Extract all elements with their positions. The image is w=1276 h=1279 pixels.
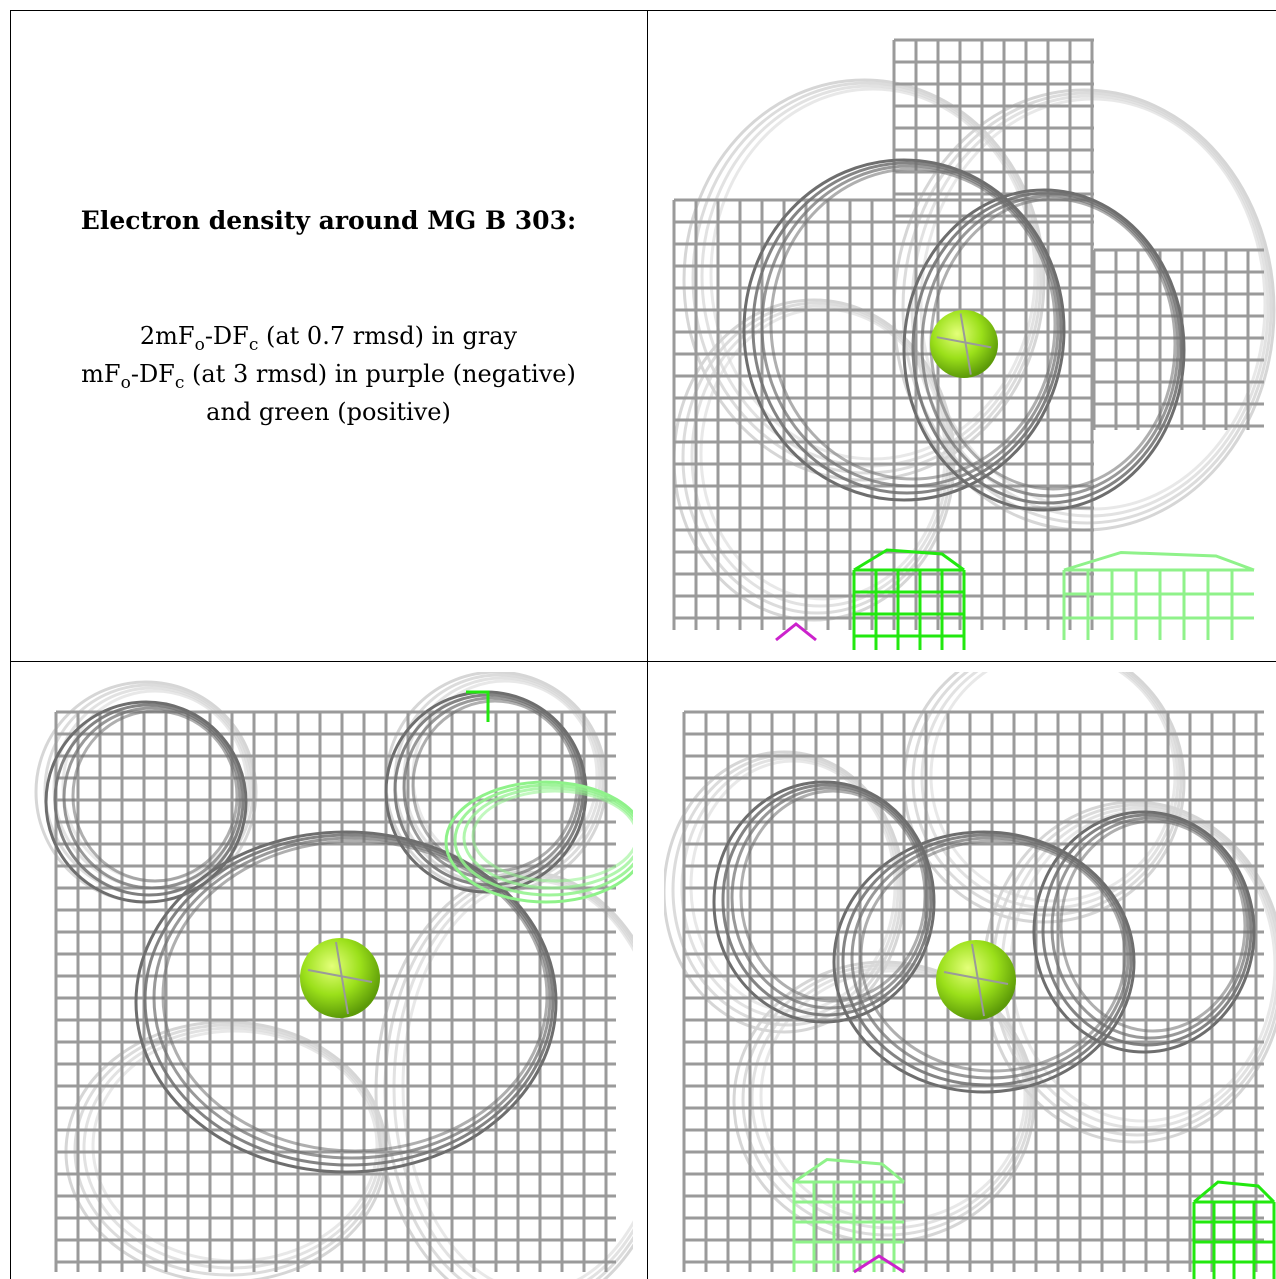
positive-density-faint bbox=[444, 780, 633, 904]
mg-atom-sphere-bottom-left bbox=[300, 938, 380, 1018]
positive-density-faint bbox=[1062, 550, 1255, 640]
mesh-contours-dark bbox=[742, 158, 1186, 512]
caption-line-1: 2mFo-DFc (at 0.7 rmsd) in gray bbox=[10, 322, 647, 355]
negative-density-fragment bbox=[853, 1254, 905, 1274]
caption-line-3: and green (positive) bbox=[206, 398, 451, 426]
mesh-render-bottom-left bbox=[34, 672, 633, 1279]
caption-line-1-sub: c bbox=[248, 334, 259, 355]
caption-line-1-part: 2mF bbox=[139, 322, 195, 350]
caption-line-1-part: -DF bbox=[204, 322, 249, 350]
caption-line-2-part: mF bbox=[81, 360, 121, 388]
caption-line-2-sub: o bbox=[120, 372, 131, 393]
mesh-contours-dark bbox=[712, 780, 1256, 1094]
table-rule-left bbox=[10, 10, 11, 1279]
caption-line-2-sub: c bbox=[174, 372, 185, 393]
negative-density-fragment bbox=[775, 622, 817, 642]
density-view-top-right bbox=[664, 30, 1276, 654]
caption-line-1-part: (at 0.7 rmsd) in gray bbox=[258, 322, 518, 350]
positive-density-fragment bbox=[466, 690, 490, 722]
caption-title: Electron density around MG B 303: bbox=[80, 206, 577, 235]
mesh-render-top-right bbox=[672, 38, 1276, 650]
caption-line-2-part: -DF bbox=[130, 360, 175, 388]
density-view-bottom-right bbox=[664, 672, 1276, 1279]
positive-density-cage bbox=[1192, 1180, 1276, 1279]
mg-atom-sphere-top-right bbox=[930, 310, 998, 378]
mesh-grid-main bbox=[672, 198, 1094, 630]
table-rule-top bbox=[10, 10, 1276, 11]
table-rule-center bbox=[647, 10, 648, 1279]
positive-density-faint bbox=[792, 1157, 905, 1272]
caption-line-1-sub: o bbox=[194, 334, 205, 355]
caption-line-2-part: (at 3 rmsd) in purple (negative) bbox=[184, 360, 576, 388]
table-rule-middle bbox=[10, 661, 1276, 662]
mesh-render-bottom-right bbox=[664, 672, 1276, 1279]
positive-density-cage bbox=[852, 548, 966, 650]
figure-table: Electron density around MG B 303: 2mFo-D… bbox=[10, 10, 1276, 1279]
caption-line-2: mFo-DFc (at 3 rmsd) in purple (negative) bbox=[10, 360, 647, 393]
mesh-grid-main bbox=[54, 710, 616, 1272]
density-view-bottom-left bbox=[26, 672, 633, 1279]
mg-atom-sphere-bottom-right bbox=[936, 940, 1016, 1020]
caption-cell: Electron density around MG B 303: 2mFo-D… bbox=[10, 10, 647, 661]
